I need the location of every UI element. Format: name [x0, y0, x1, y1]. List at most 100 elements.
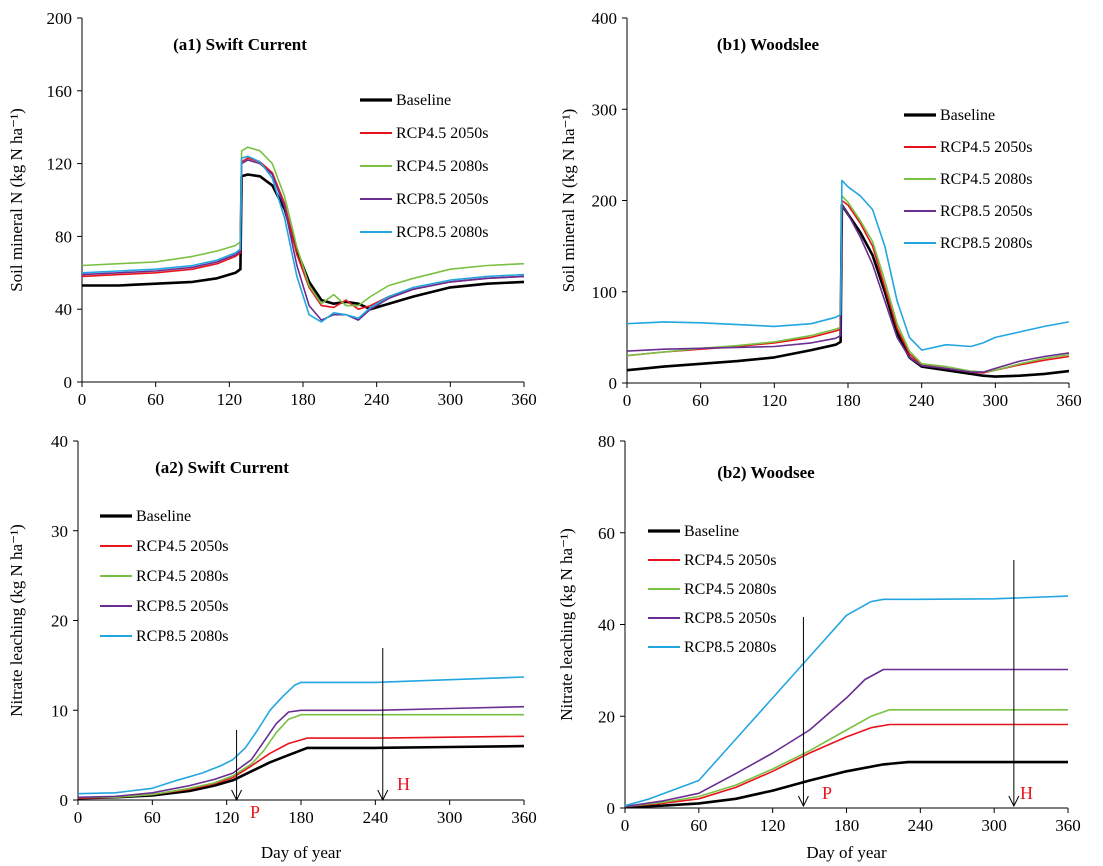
legend-label: Baseline — [136, 508, 191, 525]
panel-a2-chart: 0 10 20 30 40 0 60 120 180 240 300 360 Nitrate leach… — [7, 432, 537, 862]
series-line-rcp8-5-2050s — [81, 159, 525, 321]
series-line-baseline — [626, 203, 1070, 378]
y-tick-label: 200 — [592, 192, 618, 211]
series-line-baseline — [77, 744, 525, 800]
panel-title: (b1) Woodslee — [717, 35, 820, 54]
y-tick-label: 40 — [598, 616, 615, 635]
y-tick-label: 0 — [607, 799, 616, 818]
series-line-rcp4-5-2050s — [626, 199, 1070, 374]
x-tick-label: 360 — [511, 808, 537, 827]
x-tick-label: 0 — [78, 390, 87, 409]
series-line-rcp4-5-2080s — [624, 708, 1068, 808]
annotation-arrow-head — [1008, 795, 1020, 808]
annotation-arrow-head — [377, 789, 389, 802]
y-tick-label: 20 — [51, 612, 68, 631]
y-axis-label: Soil mineral N (kg N ha⁻¹) — [7, 108, 26, 292]
x-tick-label: 360 — [1056, 391, 1082, 410]
x-tick-label: 60 — [690, 816, 707, 835]
y-tick-label: 120 — [47, 155, 73, 174]
legend-label: RCP4.5 2080s — [940, 171, 1032, 188]
x-tick-label: 120 — [214, 808, 240, 827]
legend-label: Baseline — [940, 107, 995, 124]
legend-label: RCP4.5 2050s — [684, 552, 776, 569]
x-tick-label: 300 — [983, 391, 1009, 410]
x-tick-label: 60 — [147, 390, 164, 409]
x-tick-label: 0 — [621, 816, 630, 835]
x-tick-label: 120 — [217, 390, 243, 409]
legend-label: RCP8.5 2080s — [940, 235, 1032, 252]
x-tick-label: 360 — [1055, 816, 1081, 835]
panel-title: (a2) Swift Current — [155, 458, 289, 477]
legend-label: RCP8.5 2050s — [136, 598, 228, 615]
x-tick-label: 240 — [364, 390, 390, 409]
x-tick-label: 60 — [144, 808, 161, 827]
panel-b2-chart: 0 20 40 60 80 0 60 120 180 240 300 360 Nitrate leach… — [557, 432, 1081, 862]
x-tick-label: 180 — [835, 391, 861, 410]
legend-label: Baseline — [396, 92, 451, 109]
legend-label: RCP4.5 2050s — [396, 125, 488, 142]
legend-label: RCP4.5 2080s — [684, 581, 776, 598]
y-tick-label: 0 — [60, 791, 69, 810]
x-tick-label: 240 — [363, 808, 389, 827]
series-line-baseline — [624, 760, 1068, 809]
series-line-rcp8-5-2080s — [81, 155, 525, 323]
x-tick-label: 300 — [438, 390, 464, 409]
y-tick-label: 200 — [47, 9, 73, 28]
x-tick-label: 180 — [834, 816, 860, 835]
x-tick-label: 0 — [623, 391, 632, 410]
x-tick-label: 120 — [760, 816, 786, 835]
y-tick-label: 100 — [592, 283, 618, 302]
series-line-rcp4-5-2080s — [81, 146, 525, 307]
x-tick-label: 180 — [288, 808, 314, 827]
legend-label: Baseline — [684, 523, 739, 540]
series-line-rcp8-5-2050s — [626, 204, 1070, 373]
legend-label: RCP8.5 2050s — [684, 610, 776, 627]
annotation-label: P — [250, 802, 260, 822]
y-tick-label: 400 — [592, 9, 618, 28]
x-axis-label: Day of year — [806, 843, 887, 862]
series-line-rcp8-5-2050s — [77, 705, 525, 799]
y-axis-label: Nitrate leaching (kg N ha⁻¹) — [7, 524, 26, 717]
legend-label: RCP8.5 2050s — [940, 203, 1032, 220]
legend-label: RCP4.5 2080s — [396, 158, 488, 175]
y-tick-label: 10 — [51, 701, 68, 720]
y-tick-label: 300 — [592, 100, 618, 119]
series-line-rcp4-5-2080s — [626, 195, 1070, 373]
series-line-rcp8-5-2080s — [626, 179, 1070, 351]
legend-label: RCP4.5 2050s — [940, 139, 1032, 156]
y-tick-label: 60 — [598, 524, 615, 543]
panel-b1-chart: 0 100 200 300 400 0 60 120 180 240 300 360 Soil mine… — [559, 9, 1082, 410]
y-tick-label: 40 — [51, 432, 68, 451]
annotation-label: H — [397, 774, 410, 794]
y-axis-label: Soil mineral N (kg N ha⁻¹) — [559, 109, 578, 293]
y-tick-label: 40 — [55, 300, 72, 319]
legend-label: RCP8.5 2080s — [136, 628, 228, 645]
legend-label: RCP8.5 2080s — [684, 639, 776, 656]
x-tick-label: 300 — [981, 816, 1007, 835]
x-tick-label: 120 — [762, 391, 788, 410]
annotation-arrow-head — [797, 795, 809, 808]
series-line-rcp4-5-2050s — [624, 723, 1068, 808]
x-tick-label: 240 — [908, 816, 934, 835]
series-line-rcp8-5-2080s — [624, 595, 1069, 807]
x-tick-label: 180 — [290, 390, 316, 409]
series-line-rcp4-5-2080s — [78, 713, 524, 799]
x-tick-label: 60 — [692, 391, 709, 410]
panel-title: (a1) Swift Current — [173, 35, 307, 54]
series-line-rcp8-5-2080s — [77, 676, 525, 795]
annotation-label: P — [822, 783, 832, 803]
panel-title: (b2) Woodsee — [717, 463, 815, 482]
legend-label: RCP4.5 2080s — [136, 568, 228, 585]
x-tick-label: 360 — [511, 390, 537, 409]
y-tick-label: 80 — [598, 432, 615, 451]
panel-a1-chart: 0 40 80 120 160 200 0 60 120 180 240 300 360 Soil min… — [7, 9, 537, 409]
annotation-label: H — [1020, 783, 1033, 803]
legend-label: RCP4.5 2050s — [136, 538, 228, 555]
y-tick-label: 30 — [51, 522, 68, 541]
series-line-rcp8-5-2050s — [624, 668, 1068, 808]
legend-label: RCP8.5 2080s — [396, 224, 488, 241]
x-tick-label: 0 — [74, 808, 83, 827]
y-tick-label: 0 — [609, 374, 618, 393]
legend-label: RCP8.5 2050s — [396, 191, 488, 208]
